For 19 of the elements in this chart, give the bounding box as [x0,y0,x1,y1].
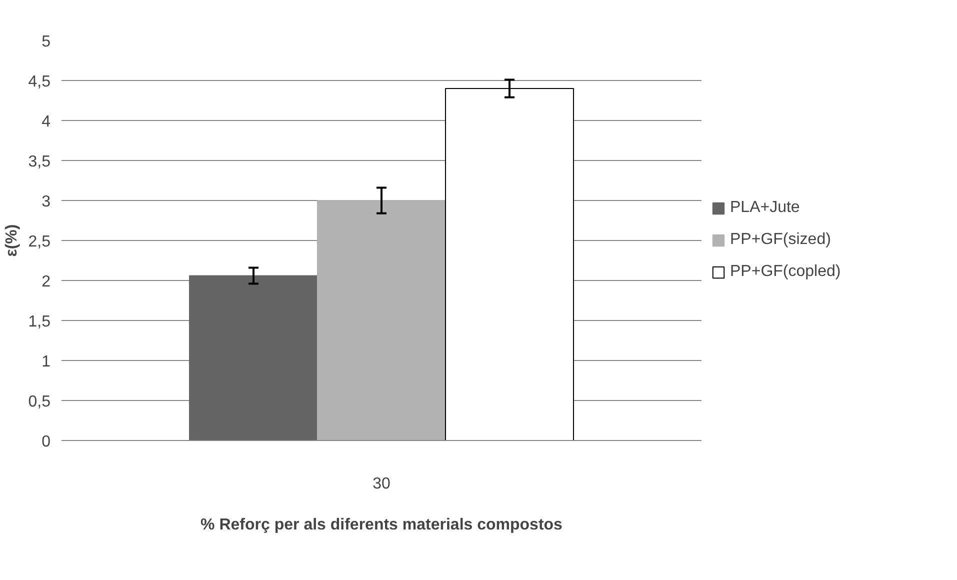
x-axis-title: % Reforç per als diferents materials compostos [200,516,563,534]
y-tick-label: 0 [42,434,51,450]
legend-label: PLA+Jute [730,199,800,217]
y-tick-label: 2,5 [28,234,51,250]
y-tick-label: 4,5 [28,74,51,90]
y-tick-label: 2 [42,274,51,290]
y-axis-title: ε(%) [3,224,20,257]
y-tick-label: 0,5 [28,394,51,410]
bar [317,200,446,440]
legend-label: PP+GF(sized) [730,231,831,249]
y-tick-label: 4 [42,114,51,130]
bar [189,275,318,440]
x-tick-label: 30 [372,476,390,492]
y-tick-label: 1,5 [28,314,51,330]
y-tick-label: 1 [42,354,51,370]
y-tick-label: 3 [42,194,51,210]
legend-label: PP+GF(copled) [730,263,841,281]
y-tick-label: 5 [42,34,51,50]
y-tick-label: 3,5 [28,154,51,170]
